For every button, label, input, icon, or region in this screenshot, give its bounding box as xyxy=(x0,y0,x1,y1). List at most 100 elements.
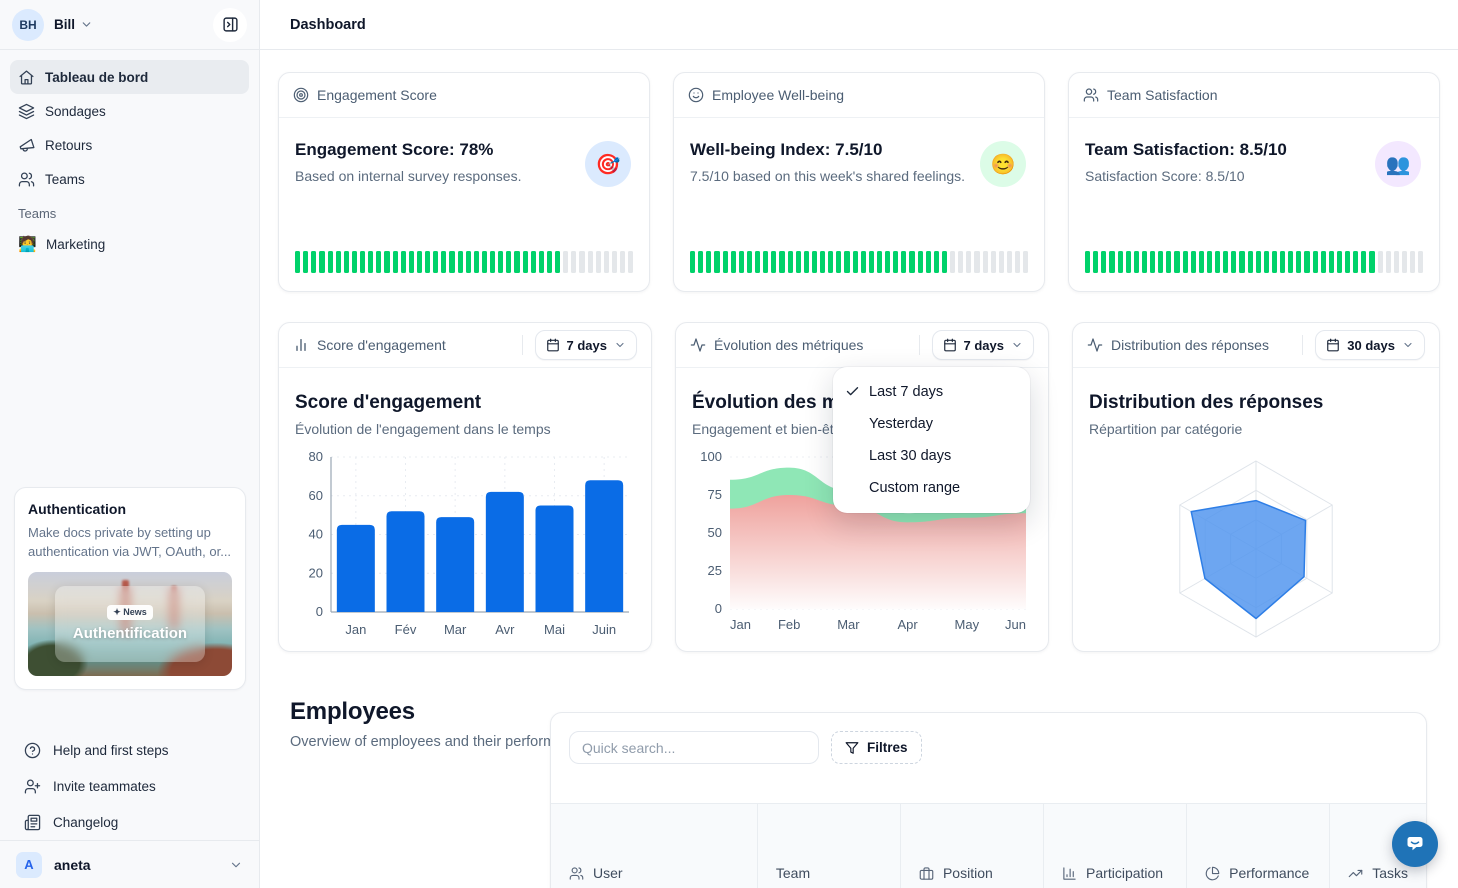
sidebar-item-label: Invite teammates xyxy=(53,778,156,794)
svg-text:60: 60 xyxy=(309,488,323,503)
pie-chart-icon xyxy=(1205,866,1220,881)
engagement-score-card: Engagement Score Engagement Score: 78% B… xyxy=(278,72,650,292)
card-header-title: Distribution des réponses xyxy=(1111,337,1269,353)
responses-radar-chart xyxy=(1089,441,1423,661)
auth-promo-card[interactable]: Authentication Make docs private by sett… xyxy=(14,487,246,690)
user-menu-name[interactable]: Bill xyxy=(54,17,76,32)
divider xyxy=(521,335,523,355)
engagement-progress-bar xyxy=(295,251,634,273)
chart-subtitle: Répartition par catégorie xyxy=(1089,421,1243,437)
column-header-tasks: Tasks xyxy=(1330,804,1426,888)
sidebar-item-retours[interactable]: Retours xyxy=(10,128,249,162)
auth-card-description: Make docs private by setting up authenti… xyxy=(28,525,232,559)
chevron-down-icon xyxy=(1011,339,1023,351)
responses-distribution-card: Distribution des réponses 30 days xyxy=(1072,322,1440,652)
bar-chart-icon xyxy=(293,337,309,353)
svg-text:Fév: Fév xyxy=(395,622,417,637)
sidebar-item-tableau-de-bord[interactable]: Tableau de bord xyxy=(10,60,249,94)
column-header-participation: Participation xyxy=(1044,804,1188,888)
date-range-button[interactable]: 7 days xyxy=(534,330,637,360)
help-circle-icon xyxy=(24,742,41,759)
sidebar-collapse-button[interactable] xyxy=(213,7,247,42)
chevron-down-icon xyxy=(1402,339,1414,351)
card-header-title: Employee Well-being xyxy=(712,87,845,103)
date-range-label: 7 days xyxy=(566,337,607,353)
chat-launcher-button[interactable] xyxy=(1392,821,1438,867)
table-toolbar: Filtres xyxy=(551,713,1426,782)
sidebar-item-label: Sondages xyxy=(45,103,106,119)
trending-up-icon xyxy=(1348,866,1363,881)
svg-text:Jan: Jan xyxy=(730,617,751,632)
sidebar: BH Bill Tableau de bord xyxy=(0,0,260,888)
auth-card-overlay: ✦ News Authentification xyxy=(55,585,205,662)
sidebar-item-label: Teams xyxy=(45,171,85,187)
menu-item-custom-range[interactable]: Custom range xyxy=(869,480,961,496)
avatar[interactable]: BH xyxy=(12,8,44,41)
svg-text:75: 75 xyxy=(708,487,722,502)
menu-item-last-30-days[interactable]: Last 30 days xyxy=(869,448,952,464)
workspace-name: aneta xyxy=(54,856,91,873)
chart-subtitle: Engagement et bien-être xyxy=(692,421,847,437)
satisfaction-progress-bar xyxy=(1085,251,1424,273)
team-satisfaction-card: Team Satisfaction Team Satisfaction: 8.5… xyxy=(1068,72,1440,292)
menu-item-last-7-days[interactable]: Last 7 days xyxy=(833,376,1030,408)
newspaper-icon xyxy=(24,814,41,831)
svg-text:40: 40 xyxy=(309,527,323,542)
metric-value: Engagement Score: 78% xyxy=(295,140,494,159)
top-header: Dashboard xyxy=(260,0,1458,50)
sidebar-item-sondages[interactable]: Sondages xyxy=(10,94,249,128)
auth-card-image: ✦ News Authentification xyxy=(28,571,232,676)
auth-card-caption: Authentification xyxy=(72,625,188,643)
chart-title: Score d'engagement xyxy=(295,392,482,413)
users-icon xyxy=(569,866,584,881)
card-header-title: Score d'engagement xyxy=(317,337,446,353)
users-icon xyxy=(18,171,35,188)
chevron-down-icon xyxy=(614,339,626,351)
sidebar-footer: Help and first steps Invite teammates Ch… xyxy=(0,732,259,840)
chart-subtitle: Évolution de l'engagement dans le temps xyxy=(295,421,551,437)
engagement-bar-chart: 0 20 40 60 80 Jan Fév Mar Avr Mai Juin xyxy=(295,447,635,647)
activity-icon xyxy=(1087,337,1103,353)
sidebar-item-help[interactable]: Help and first steps xyxy=(10,732,249,768)
calendar-icon xyxy=(546,338,560,352)
sidebar-item-teams[interactable]: Teams xyxy=(10,162,249,196)
filters-button[interactable]: Filtres xyxy=(831,731,922,764)
metric-subtitle: 7.5/10 based on this week's shared feeli… xyxy=(690,168,966,184)
date-range-button[interactable]: 7 days xyxy=(931,330,1034,360)
target-emoji-badge: 🎯 xyxy=(585,141,631,187)
sidebar-item-label: Marketing xyxy=(46,236,106,252)
svg-text:25: 25 xyxy=(708,563,722,578)
news-badge: ✦ News xyxy=(107,605,153,621)
menu-item-yesterday[interactable]: Yesterday xyxy=(869,416,933,432)
svg-text:Mar: Mar xyxy=(444,622,467,637)
card-header-title: Engagement Score xyxy=(317,87,437,103)
sidebar-item-changelog[interactable]: Changelog xyxy=(10,804,249,840)
auth-card-title: Authentication xyxy=(28,501,126,517)
filter-funnel-icon xyxy=(845,741,859,755)
sidebar-item-invite[interactable]: Invite teammates xyxy=(10,768,249,804)
marketing-emoji-icon: 🧑‍💻 xyxy=(18,236,37,253)
sidebar-item-label: Changelog xyxy=(53,814,119,830)
svg-text:Jan: Jan xyxy=(345,622,366,637)
svg-text:Feb: Feb xyxy=(778,617,800,632)
calendar-icon xyxy=(1326,338,1340,352)
chat-bubble-icon xyxy=(1403,832,1427,856)
chevron-down-icon[interactable] xyxy=(80,18,93,31)
activity-icon xyxy=(690,337,706,353)
calendar-icon xyxy=(943,338,957,352)
sidebar-section-teams: Teams xyxy=(18,206,57,221)
card-header-title: Team Satisfaction xyxy=(1107,87,1218,103)
sidebar-nav: Tableau de bord Sondages Retours Teams xyxy=(0,50,259,271)
search-input[interactable] xyxy=(569,731,819,764)
svg-text:Apr: Apr xyxy=(897,617,918,632)
date-range-button[interactable]: 30 days xyxy=(1315,330,1425,360)
sidebar-item-marketing[interactable]: 🧑‍💻 Marketing xyxy=(10,227,249,261)
metric-subtitle: Based on internal survey responses. xyxy=(295,168,522,184)
employees-subtitle: Overview of employees and their performa… xyxy=(290,734,587,750)
metric-value: Team Satisfaction: 8.5/10 xyxy=(1085,140,1287,159)
workspace-switcher[interactable]: A aneta xyxy=(0,840,259,888)
chevron-down-icon xyxy=(229,858,243,872)
svg-text:Mai: Mai xyxy=(544,622,565,637)
svg-text:May: May xyxy=(955,617,980,632)
